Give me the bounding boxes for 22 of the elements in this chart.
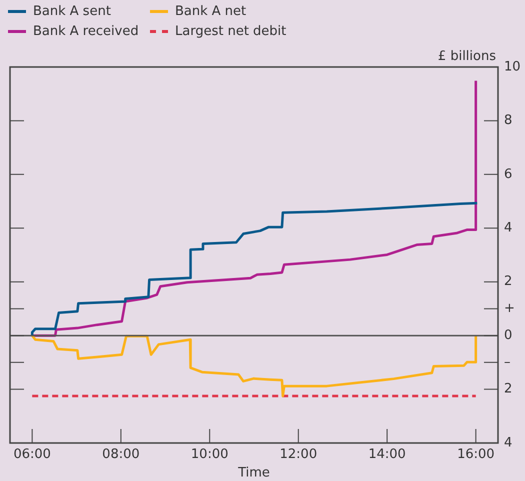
y-tick-label: 8 — [504, 113, 512, 128]
y-tick-label: 0 — [504, 328, 512, 343]
y-tick-label: 4 — [504, 435, 512, 450]
x-tick-label: 12:00 — [280, 447, 318, 462]
y-tick-label: 6 — [504, 166, 512, 182]
y-tick-label: 2 — [504, 382, 512, 397]
legend-label: Largest net debit — [175, 24, 286, 39]
legend-label: Bank A net — [175, 4, 246, 19]
y-tick-label: 2 — [504, 274, 512, 290]
legend-label: Bank A received — [33, 24, 139, 39]
x-tick-label: 16:00 — [457, 447, 495, 462]
x-tick-label: 14:00 — [368, 447, 406, 462]
y-tick-label: + — [504, 301, 515, 316]
y-tick-label: – — [504, 354, 510, 370]
y-axis-title: £ billions — [438, 48, 496, 64]
y-tick-label: 10 — [504, 59, 521, 74]
x-tick-label: 08:00 — [102, 447, 140, 462]
x-tick-label: 06:00 — [13, 447, 51, 462]
y-tick-label: 4 — [504, 220, 512, 236]
legend-label: Bank A sent — [33, 4, 111, 19]
x-tick-label: 10:00 — [190, 447, 228, 462]
x-axis-title: Time — [237, 466, 270, 481]
